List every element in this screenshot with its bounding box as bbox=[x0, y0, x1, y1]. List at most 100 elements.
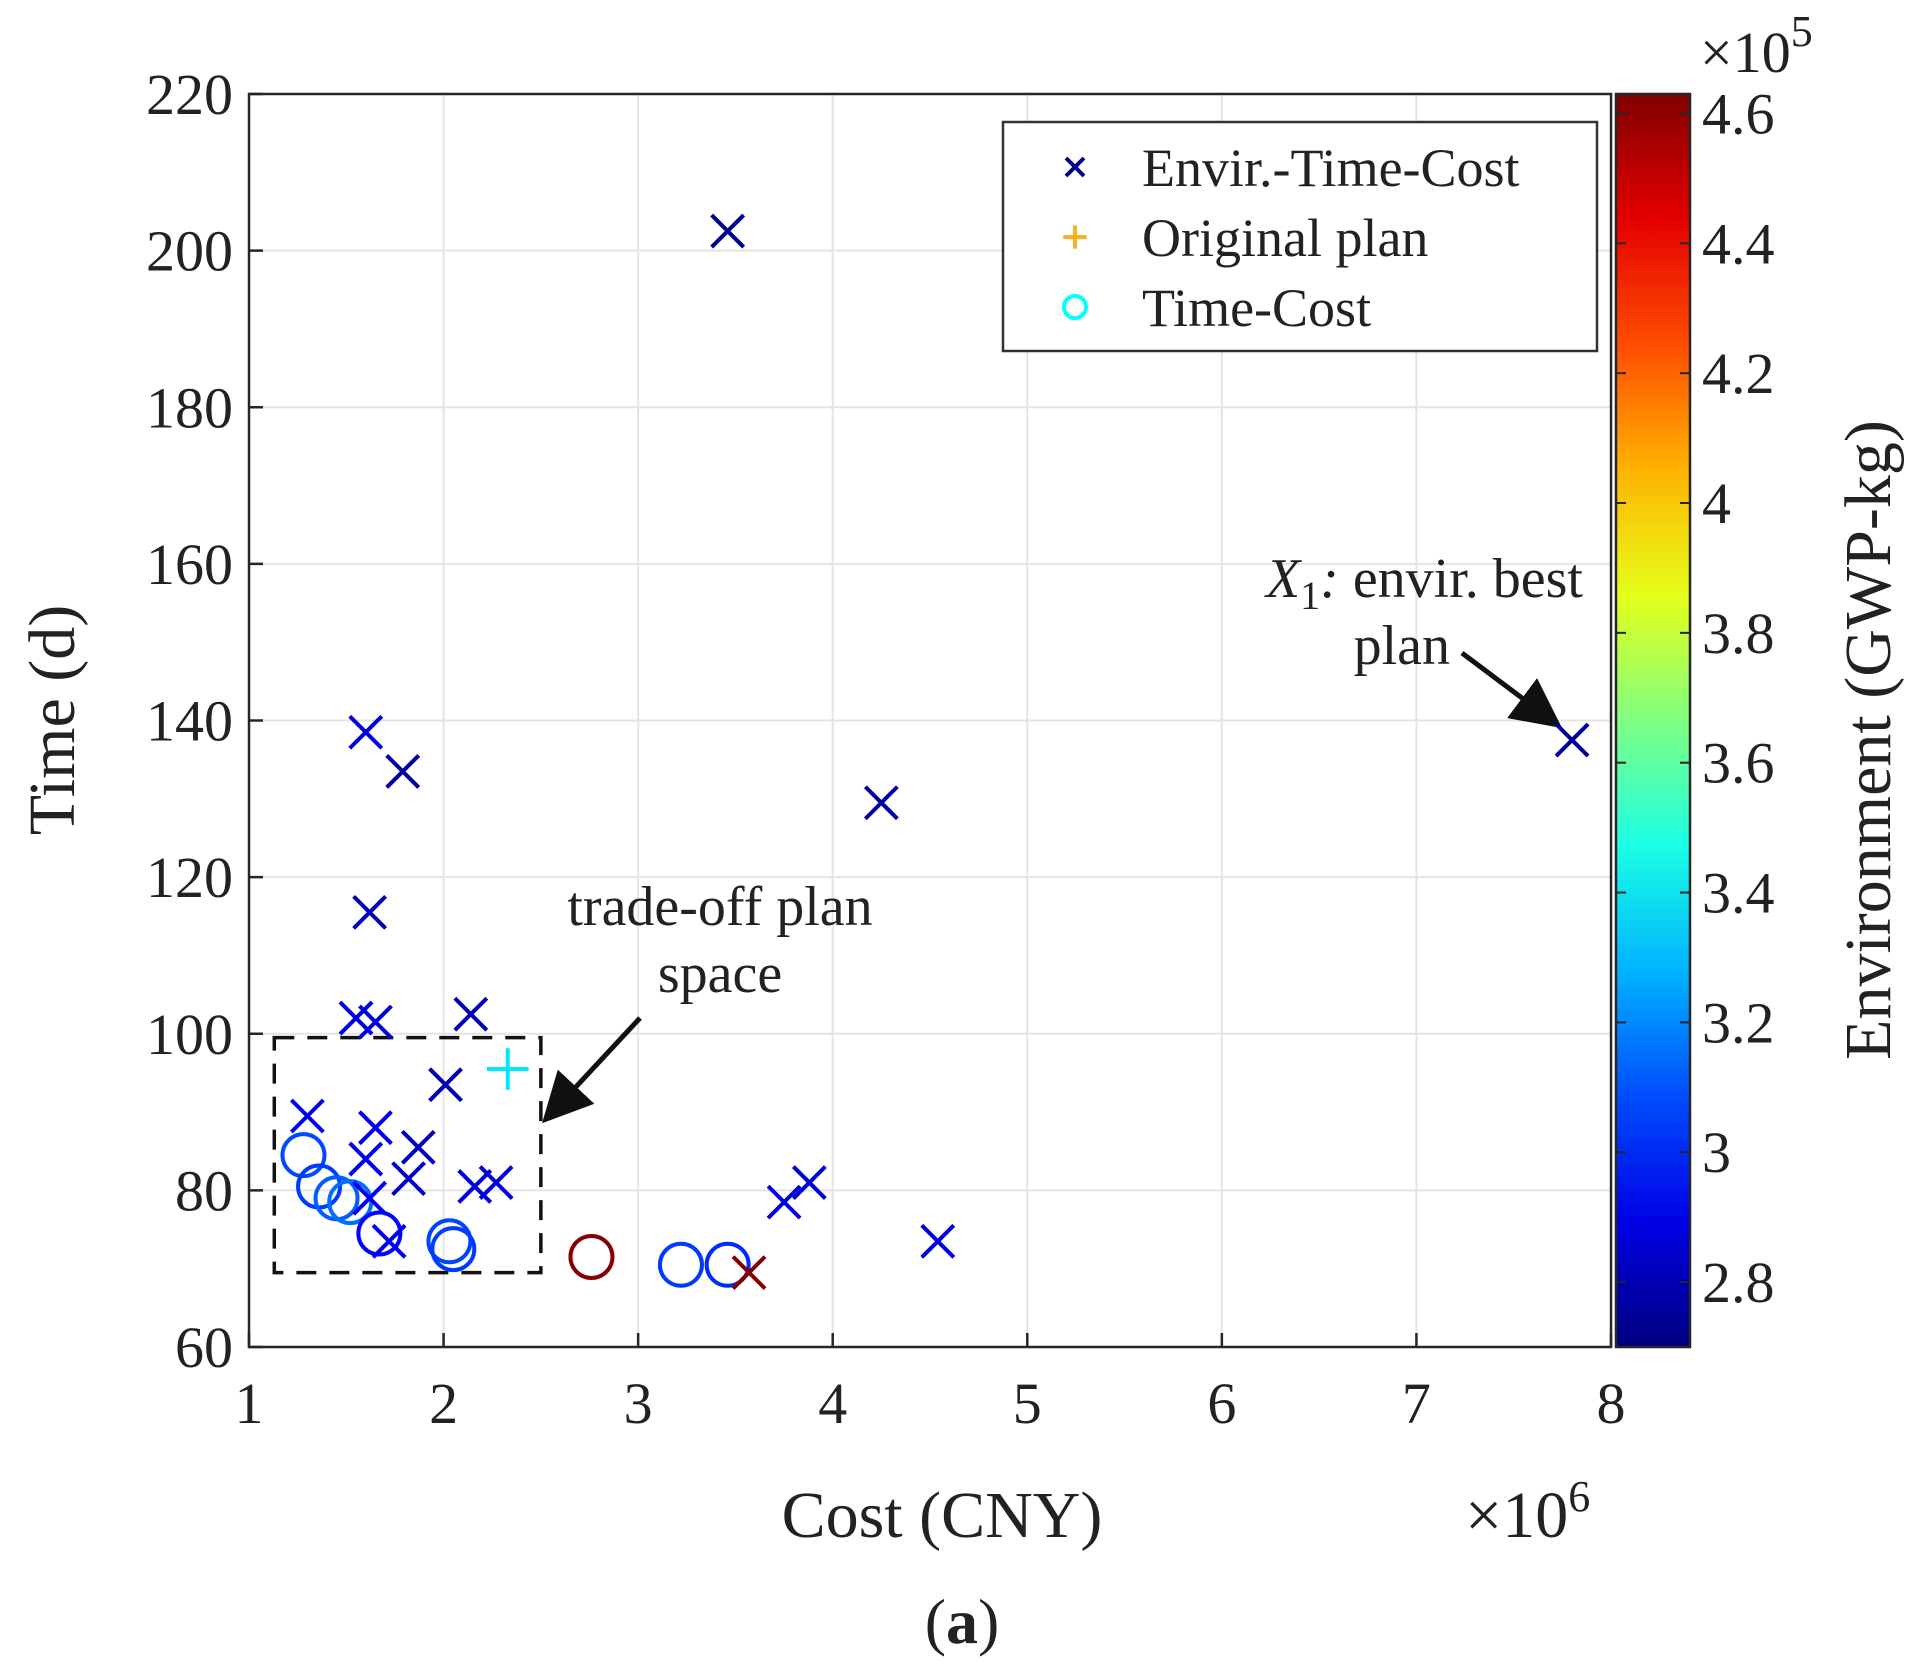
x-axis-multiplier: ×106 bbox=[1465, 1472, 1590, 1552]
y-tick-label: 120 bbox=[146, 845, 233, 910]
point-envir-time-cost bbox=[766, 1184, 802, 1220]
marker-stroke bbox=[385, 753, 421, 789]
point-time-cost bbox=[356, 1210, 403, 1257]
marker-stroke bbox=[348, 1141, 384, 1177]
annotation-shapes bbox=[272, 651, 1563, 1275]
annotation-tradeoff-line2: space bbox=[658, 943, 782, 1005]
y-axis-label: Time (d) bbox=[16, 605, 89, 835]
x-axis-label: Cost (CNY) bbox=[782, 1479, 1103, 1552]
annotation-best-line1: X1: envir. best bbox=[1264, 548, 1583, 618]
colorbar-tick-label: 3.8 bbox=[1702, 601, 1775, 666]
annotation-best-symbol: X bbox=[1264, 548, 1303, 610]
annotations: X1: envir. best plan trade-off plan spac… bbox=[567, 548, 1583, 1005]
point-time-cost bbox=[657, 1241, 704, 1288]
marker-stroke bbox=[920, 1223, 956, 1259]
colorbar-tick-label: 3.2 bbox=[1702, 990, 1775, 1055]
marker-stroke bbox=[391, 1161, 426, 1197]
y-tick-label: 200 bbox=[146, 219, 233, 284]
point-original-plan bbox=[486, 1048, 529, 1090]
legend-marker-envir-time-cost bbox=[1064, 156, 1086, 178]
colorbar-tick-label: 3.4 bbox=[1702, 861, 1775, 926]
colorbar-tick-label: 4.6 bbox=[1702, 81, 1775, 146]
point-envir-time-cost bbox=[428, 1067, 463, 1103]
annotation-best-rest: envir. best bbox=[1339, 548, 1584, 610]
annotation-best-line2: plan bbox=[1354, 615, 1450, 677]
marker-stroke bbox=[358, 1004, 393, 1040]
figure-caption: (a) bbox=[925, 1586, 1000, 1657]
point-time-cost bbox=[426, 1218, 473, 1265]
colorbar-tick-label: 2.8 bbox=[1702, 1250, 1775, 1315]
legend-marker-time-cost bbox=[1062, 294, 1088, 320]
x-tick-label: 4 bbox=[818, 1371, 847, 1436]
x-tick-label: 8 bbox=[1597, 1371, 1626, 1436]
caption-letter: a bbox=[946, 1586, 978, 1657]
point-envir-time-cost bbox=[457, 1169, 493, 1204]
y-axis-ticks: 60 80 100 120 140 160 180 200 220 bbox=[146, 62, 263, 1380]
point-time-cost bbox=[704, 1241, 751, 1288]
marker-stroke bbox=[478, 1165, 514, 1200]
x-tick-label: 2 bbox=[429, 1371, 458, 1436]
x-tick-label: 3 bbox=[624, 1371, 653, 1436]
marker-stroke bbox=[338, 1000, 374, 1036]
point-time-cost bbox=[430, 1226, 477, 1273]
y-tick-label: 160 bbox=[146, 532, 233, 597]
marker-stroke bbox=[400, 1129, 436, 1165]
point-time-cost bbox=[568, 1233, 615, 1280]
x-tick-label: 5 bbox=[1013, 1371, 1042, 1436]
point-envir-time-cost bbox=[391, 1161, 426, 1197]
marker-stroke bbox=[358, 1110, 393, 1146]
annotation-best-colon: : bbox=[1320, 548, 1339, 610]
colorbar-tick-label: 4 bbox=[1702, 471, 1731, 536]
point-envir-time-cost bbox=[385, 753, 421, 789]
point-envir-time-cost bbox=[453, 996, 489, 1032]
marker-stroke bbox=[731, 1255, 767, 1291]
point-envir-time-cost bbox=[478, 1165, 514, 1200]
y-tick-label: 100 bbox=[146, 1002, 233, 1067]
point-envir-time-cost bbox=[863, 785, 899, 821]
colorbar-scale bbox=[1614, 92, 1692, 1349]
marker-stroke bbox=[371, 1223, 407, 1259]
point-envir-time-cost bbox=[352, 1180, 388, 1216]
point-envir-time-cost bbox=[358, 1110, 393, 1146]
legend-items: Envir.-Time-Cost Original plan Time-Cost bbox=[1062, 138, 1520, 338]
marker-stroke bbox=[352, 894, 388, 930]
colorbar-ticks: 2.8 3 3.2 3.4 3.6 3.8 4 4.2 4.4 4.6 bbox=[1616, 81, 1775, 1315]
marker-stroke bbox=[352, 1180, 388, 1216]
point-envir-time-cost bbox=[289, 1098, 325, 1134]
legend: Envir.-Time-Cost Original plan Time-Cost bbox=[1001, 120, 1599, 353]
y-tick-label: 140 bbox=[146, 689, 233, 754]
y-tick-label: 80 bbox=[175, 1158, 233, 1223]
marker-stroke bbox=[348, 714, 384, 750]
caption-open: ( bbox=[925, 1586, 946, 1657]
colorbar-label: Environment (GWP-kg) bbox=[1832, 420, 1905, 1060]
annotation-best-subscript: 1 bbox=[1300, 573, 1320, 618]
marker-stroke bbox=[453, 996, 489, 1032]
marker-stroke bbox=[710, 213, 746, 249]
point-envir-time-cost bbox=[710, 213, 746, 249]
point-envir-time-cost bbox=[791, 1165, 827, 1200]
marker-stroke bbox=[766, 1184, 802, 1220]
colorbar-tick-label: 3.6 bbox=[1702, 731, 1775, 796]
x-multiplier-exponent: 6 bbox=[1568, 1472, 1590, 1521]
marker-stroke bbox=[791, 1165, 827, 1200]
x-tick-label: 6 bbox=[1207, 1371, 1236, 1436]
x-tick-label: 7 bbox=[1402, 1371, 1431, 1436]
legend-label: Original plan bbox=[1142, 208, 1428, 268]
point-time-cost bbox=[280, 1132, 327, 1179]
colorbar-tick-label: 4.2 bbox=[1702, 341, 1775, 406]
tradeoff-arrow bbox=[542, 1016, 642, 1124]
point-envir-time-cost bbox=[348, 1141, 384, 1177]
legend-label: Envir.-Time-Cost bbox=[1142, 138, 1520, 198]
colorbar-tick-label: 4.4 bbox=[1702, 211, 1775, 276]
best-plan-arrow bbox=[1460, 651, 1563, 729]
marker-stroke bbox=[289, 1098, 325, 1134]
y-tick-label: 180 bbox=[146, 375, 233, 440]
point-envir-time-cost bbox=[920, 1223, 956, 1259]
annotation-tradeoff-line1: trade-off plan bbox=[567, 876, 872, 938]
y-tick-label: 220 bbox=[146, 62, 233, 127]
point-envir-time-cost bbox=[731, 1255, 767, 1291]
point-envir-time-cost bbox=[400, 1129, 436, 1165]
caption-close: ) bbox=[978, 1586, 999, 1657]
legend-marker-original-plan bbox=[1063, 225, 1087, 249]
marker-stroke bbox=[428, 1067, 463, 1103]
